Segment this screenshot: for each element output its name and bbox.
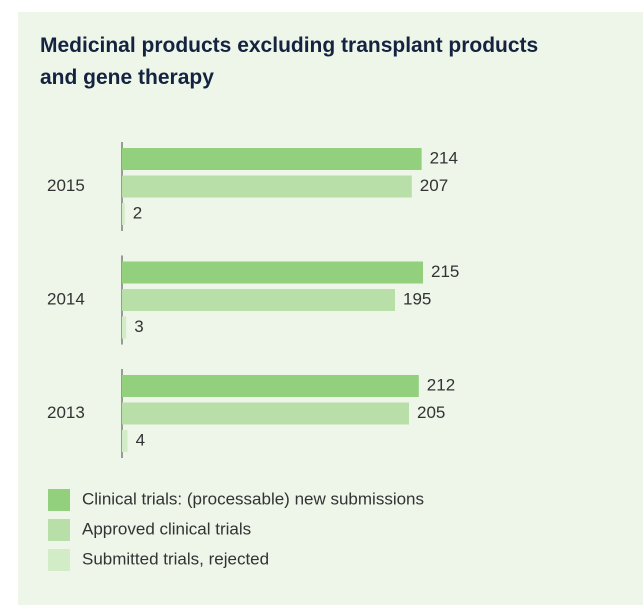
- data-label: 212: [427, 375, 455, 394]
- legend-label: Clinical trials: (processable) new submi…: [82, 489, 424, 508]
- category-label: 2014: [47, 289, 85, 308]
- bar: [122, 203, 125, 225]
- data-label: 195: [403, 289, 431, 308]
- bar: [122, 430, 128, 452]
- data-label: 214: [430, 148, 458, 167]
- legend-label: Approved clinical trials: [82, 519, 251, 538]
- bar: [122, 375, 419, 397]
- legend-label: Submitted trials, rejected: [82, 549, 269, 568]
- data-label: 215: [431, 262, 459, 281]
- chart-title: Medicinal products excluding transplant …: [40, 34, 539, 89]
- legend-swatch: [48, 519, 70, 541]
- bar: [122, 289, 395, 311]
- data-label: 205: [417, 403, 445, 422]
- bar: [122, 316, 127, 339]
- data-label: 3: [134, 317, 143, 336]
- bar: [122, 175, 412, 198]
- category-label: 2013: [47, 403, 85, 422]
- bar: [122, 402, 409, 425]
- bar: [122, 148, 422, 170]
- legend-swatch: [48, 549, 70, 571]
- data-label: 4: [136, 430, 145, 449]
- data-label: 207: [420, 176, 448, 195]
- legend-swatch: [48, 489, 70, 511]
- data-label: 2: [133, 203, 142, 222]
- bar: [122, 261, 423, 284]
- category-label: 2015: [47, 176, 85, 195]
